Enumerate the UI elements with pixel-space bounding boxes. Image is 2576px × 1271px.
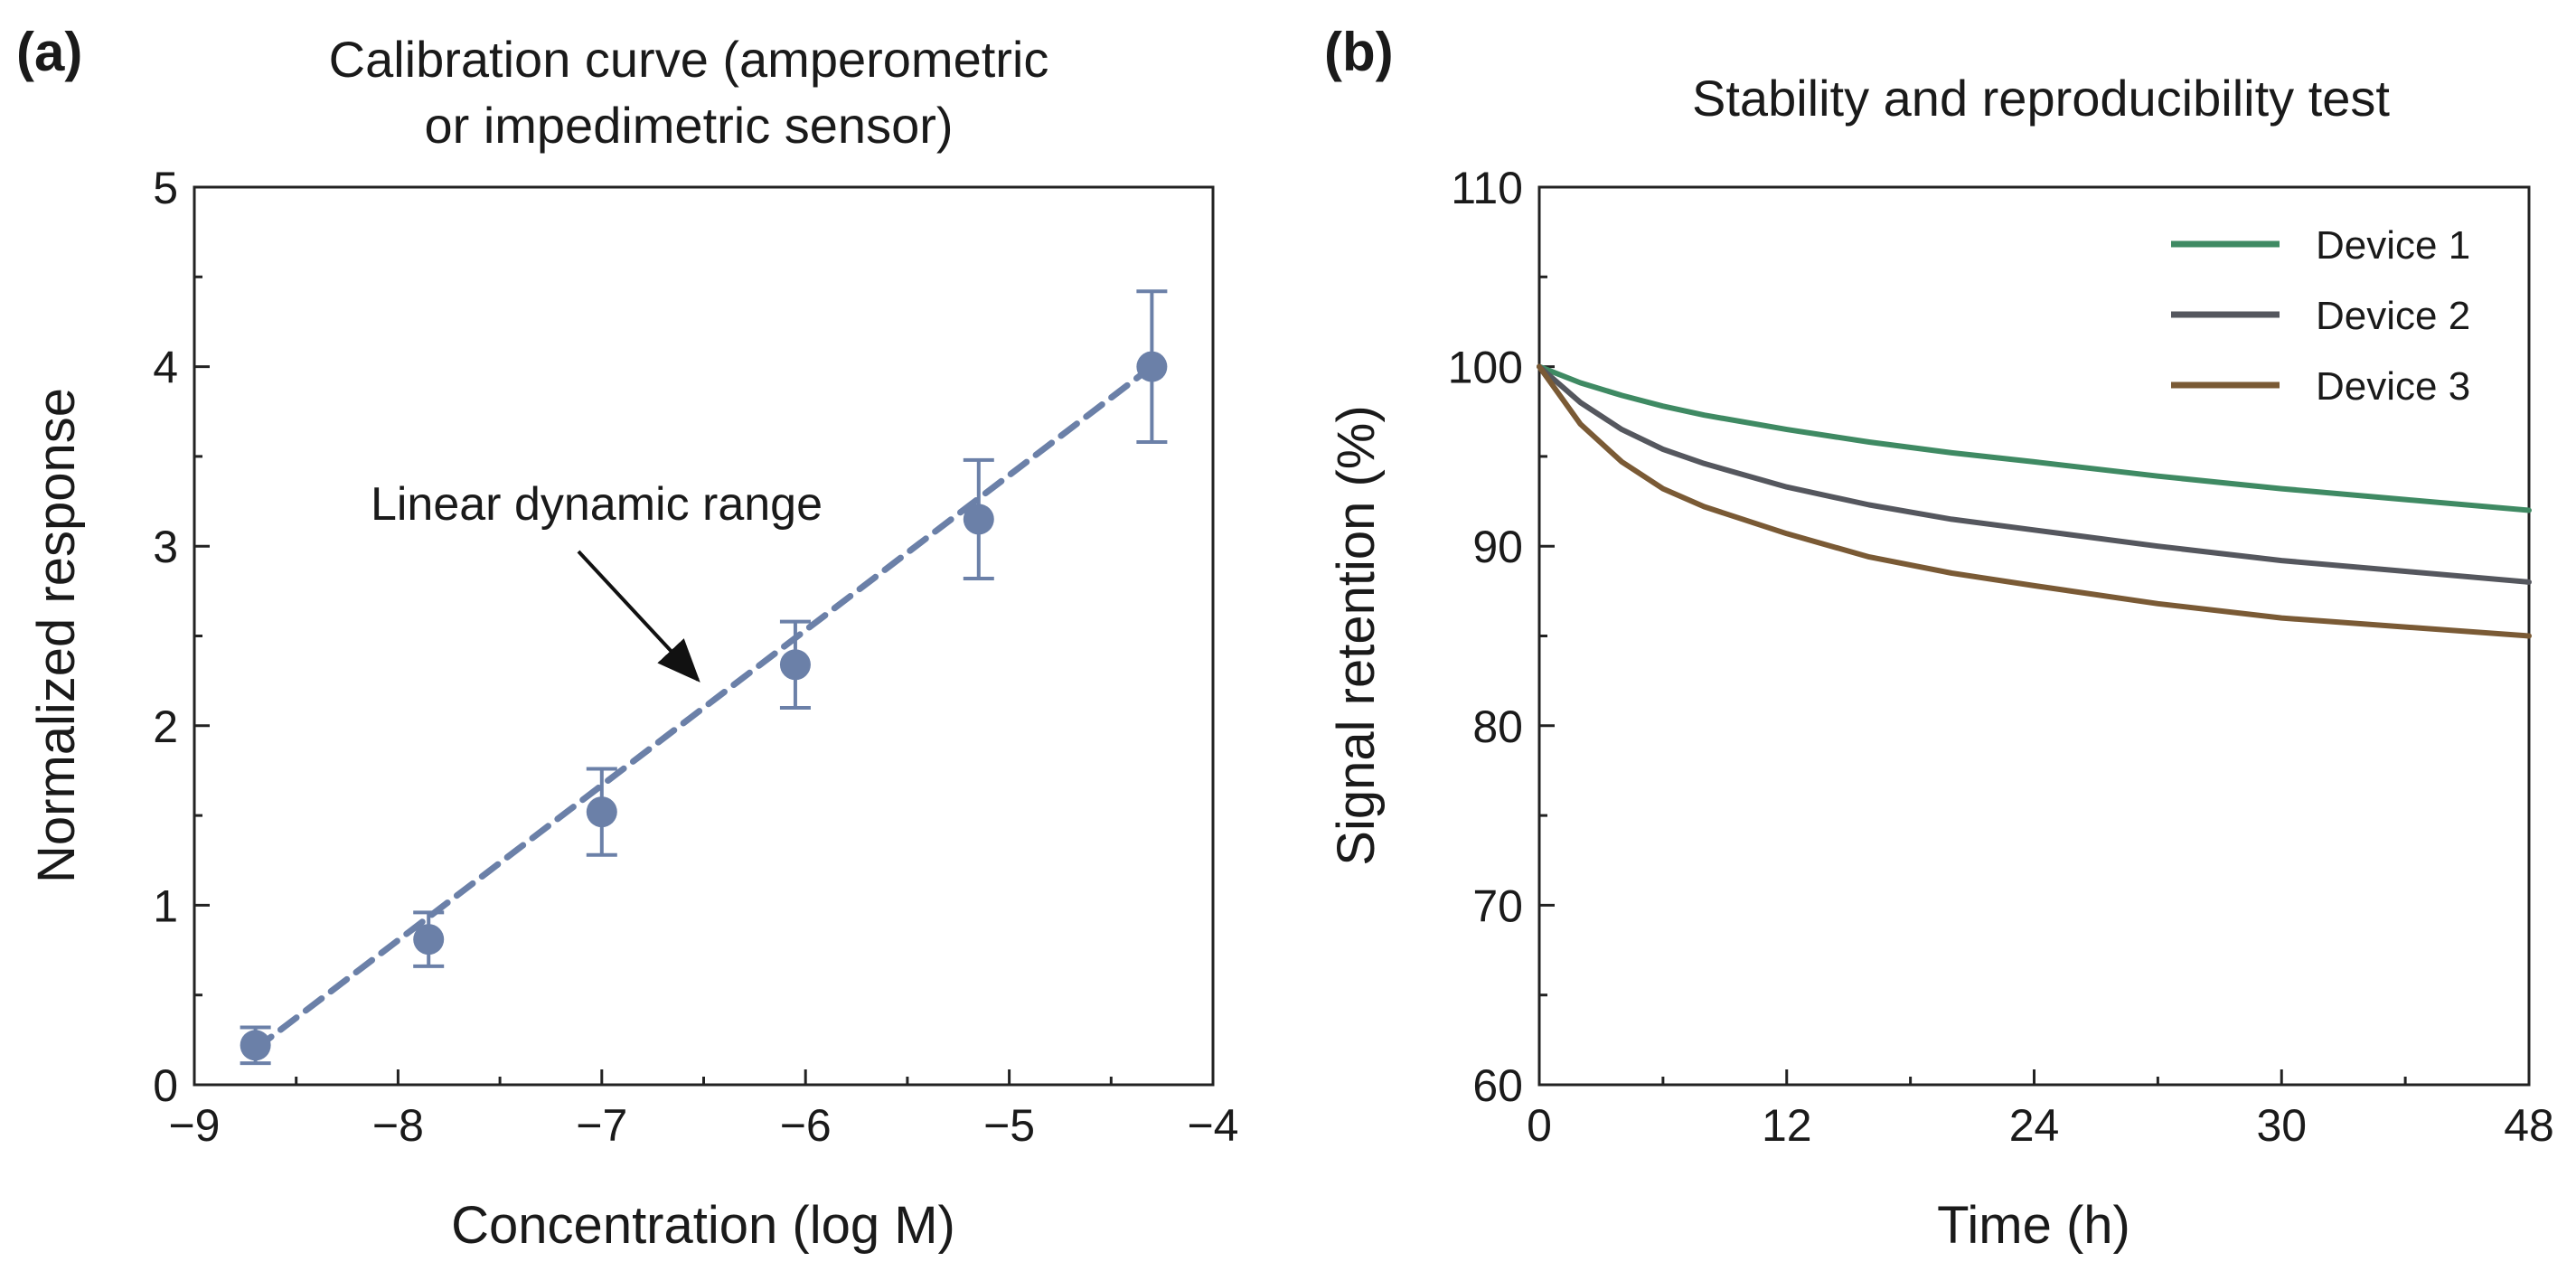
y-tick-label: 90 [1472, 522, 1523, 572]
annotation-arrow [577, 550, 700, 683]
fit-line-a [252, 363, 1155, 1052]
stability-panel: (b) Stability and reproducibility test 0… [1324, 22, 2554, 1255]
x-tick-label: 0 [1527, 1100, 1552, 1151]
series-line-device-1 [1537, 363, 2532, 513]
x-tick-label: −8 [372, 1100, 424, 1151]
legend-entry: Device 1 [2171, 223, 2470, 268]
x-tick-label: 48 [2504, 1100, 2554, 1151]
ticks-a: −9 −8 −7 −6 −5 −4 0 1 2 3 4 5 [153, 163, 1238, 1151]
legend-b: Device 1 Device 2 Device 3 [2171, 223, 2470, 409]
ticks-b: 0 12 24 30 48 60 70 80 90 100 110 [1448, 163, 2554, 1151]
chart-title-a-line-1: Calibration curve (amperometric [329, 31, 1049, 88]
y-tick-label: 1 [153, 880, 178, 931]
y-tick-label: 0 [153, 1060, 178, 1111]
y-tick-label: 5 [153, 163, 178, 213]
y-tick-label: 80 [1472, 701, 1523, 752]
y-tick-label: 3 [153, 522, 178, 572]
chart-title-a-line-2: or impedimetric sensor) [424, 97, 953, 154]
data-marker [963, 504, 994, 535]
series-line-device-2 [1537, 363, 2532, 585]
y-tick-label: 2 [153, 701, 178, 752]
x-tick-label: −4 [1187, 1100, 1238, 1151]
x-tick-label: −5 [983, 1100, 1035, 1151]
y-tick-label: 60 [1472, 1060, 1523, 1111]
legend-label: Device 2 [2316, 294, 2470, 338]
x-tick-label: 12 [1762, 1100, 1812, 1151]
y-tick-label: 70 [1472, 880, 1523, 931]
x-axis-label-b: Time (h) [1937, 1196, 2130, 1255]
y-axis-label-b: Signal retention (%) [1327, 405, 1386, 865]
data-point [413, 910, 445, 968]
y-tick-label: 110 [1451, 163, 1523, 213]
plot-frame-a [193, 185, 1215, 1087]
calibration-panel: (a) Calibration curve (amperometric or i… [16, 22, 1239, 1255]
legend-label: Device 3 [2316, 364, 2470, 409]
y-axis-label-a: Normalized response [27, 388, 86, 883]
x-tick-label: 30 [2256, 1100, 2307, 1151]
x-tick-label: 24 [2009, 1100, 2060, 1151]
legend-label: Device 1 [2316, 223, 2470, 268]
y-tick-label: 100 [1448, 343, 1523, 393]
data-point [779, 619, 811, 710]
y-tick-label: 4 [153, 343, 178, 393]
fit-line [252, 363, 1155, 1052]
data-marker [586, 796, 617, 828]
x-tick-label: −6 [780, 1100, 832, 1151]
data-marker [779, 649, 811, 681]
series-lines-b [1537, 363, 2532, 639]
data-points-a [240, 289, 1168, 1066]
data-point [963, 457, 994, 580]
data-marker [413, 924, 445, 956]
legend-entry: Device 3 [2171, 364, 2470, 409]
data-point [1136, 289, 1168, 445]
series-line-device-3 [1537, 363, 2532, 639]
panel-label-b: (b) [1324, 22, 1394, 82]
x-axis-label-a: Concentration (log M) [451, 1196, 955, 1255]
data-marker [1136, 351, 1168, 382]
legend-entry: Device 2 [2171, 294, 2470, 338]
annotation-linear-range: Linear dynamic range [371, 478, 823, 531]
chart-title-b: Stability and reproducibility test [1692, 70, 2390, 127]
data-marker [240, 1030, 271, 1061]
data-point [586, 767, 617, 857]
x-tick-label: −9 [168, 1100, 220, 1151]
x-tick-label: −7 [576, 1100, 627, 1151]
data-point [240, 1025, 271, 1066]
panel-label-a: (a) [16, 22, 82, 82]
